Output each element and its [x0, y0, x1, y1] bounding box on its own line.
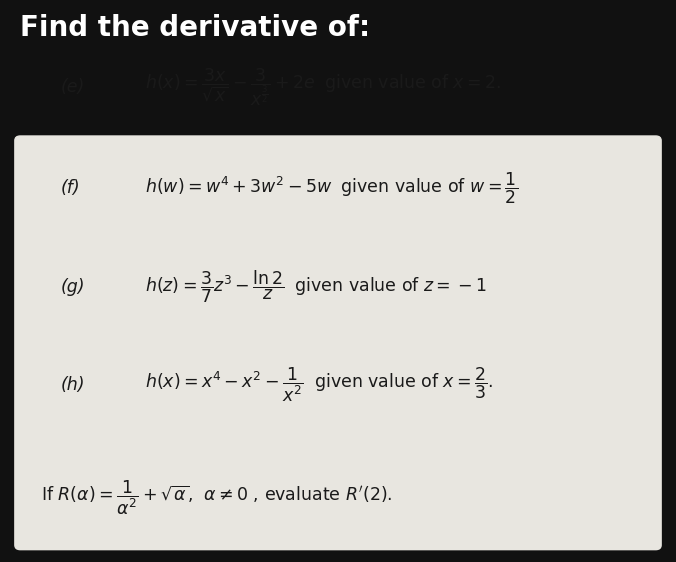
Text: $h(z)=\dfrac{3}{7}z^{3}-\dfrac{\ln 2}{z}\;$ given value of $z = -1$: $h(z)=\dfrac{3}{7}z^{3}-\dfrac{\ln 2}{z}… [145, 269, 487, 305]
Text: $h(x)=x^{4}-x^{2}-\dfrac{1}{x^{2}}\;$ given value of $x = \dfrac{2}{3}.$: $h(x)=x^{4}-x^{2}-\dfrac{1}{x^{2}}\;$ gi… [145, 366, 493, 404]
Text: (f): (f) [61, 179, 80, 197]
FancyBboxPatch shape [15, 136, 661, 550]
Text: $h(w)=w^{4}+3w^{2}-5w\;$ given value of $w =\dfrac{1}{2}$: $h(w)=w^{4}+3w^{2}-5w\;$ given value of … [145, 170, 518, 206]
Text: Find the derivative of:: Find the derivative of: [20, 14, 370, 42]
Text: (g): (g) [61, 278, 85, 296]
Text: (e): (e) [61, 78, 85, 96]
Text: $h(x)=\dfrac{3x}{\sqrt{x}}-\dfrac{3}{x^{\frac{3}{2}}}+2e\;$ given value of $x = : $h(x)=\dfrac{3x}{\sqrt{x}}-\dfrac{3}{x^{… [145, 66, 502, 108]
Text: If $R(\alpha)=\dfrac{1}{\alpha^{2}}+\sqrt{\alpha}$,  $\alpha\neq 0$ , evaluate $: If $R(\alpha)=\dfrac{1}{\alpha^{2}}+\sqr… [41, 478, 392, 516]
Text: (h): (h) [61, 376, 85, 394]
